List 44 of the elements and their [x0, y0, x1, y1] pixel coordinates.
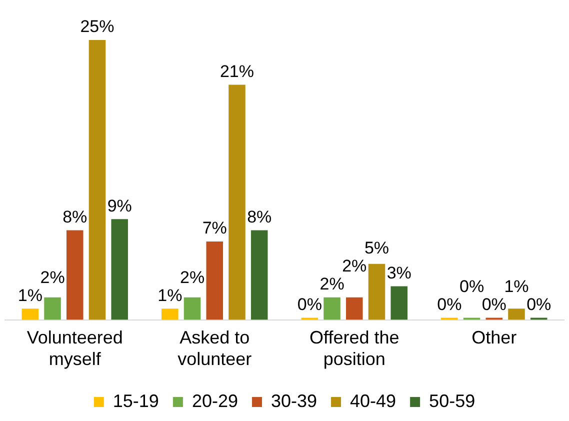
data-label: 0% [297, 294, 322, 314]
data-label: 2% [180, 268, 205, 287]
x-tick-label: Other [472, 328, 517, 348]
bar [66, 230, 84, 320]
data-label: 0% [482, 294, 506, 314]
data-label: 7% [202, 218, 227, 238]
bar [346, 297, 363, 320]
legend-label: 40-49 [350, 390, 396, 411]
legend-label: 20-29 [192, 390, 238, 411]
data-label: 0% [526, 294, 552, 314]
x-tick-label: Asked to volunteer [178, 328, 252, 370]
data-label: 21% [220, 62, 254, 81]
bar [184, 297, 201, 320]
data-label: 0% [437, 294, 462, 314]
legend-label: 15-19 [112, 390, 159, 411]
data-label: 8% [247, 207, 272, 226]
bar [228, 84, 246, 320]
bar [88, 40, 106, 320]
data-label: 1% [18, 286, 42, 305]
data-label: 1% [504, 276, 529, 296]
bar [250, 230, 268, 320]
data-label: 5% [364, 238, 390, 258]
bar [206, 241, 224, 320]
bar [44, 297, 61, 320]
data-label: 8% [62, 207, 88, 226]
data-label: 2% [342, 256, 367, 276]
bar [162, 308, 178, 320]
bar [368, 264, 386, 320]
bar [324, 297, 340, 320]
data-label: 1% [158, 286, 182, 305]
data-label: 9% [107, 196, 132, 216]
data-label: 3% [386, 263, 412, 282]
data-label: 0% [459, 276, 484, 296]
bar [22, 308, 39, 320]
data-label: 2% [320, 274, 344, 294]
data-label: 2% [40, 268, 65, 287]
bar [390, 286, 408, 320]
data-label: 25% [80, 17, 114, 36]
bar [508, 308, 525, 320]
x-tick-label: Offered the position [310, 328, 400, 370]
legend-label: 50-59 [429, 390, 476, 411]
bar [111, 219, 128, 320]
legend-label: 30-39 [270, 390, 318, 411]
x-tick-label: Volunteered myself [26, 328, 123, 370]
